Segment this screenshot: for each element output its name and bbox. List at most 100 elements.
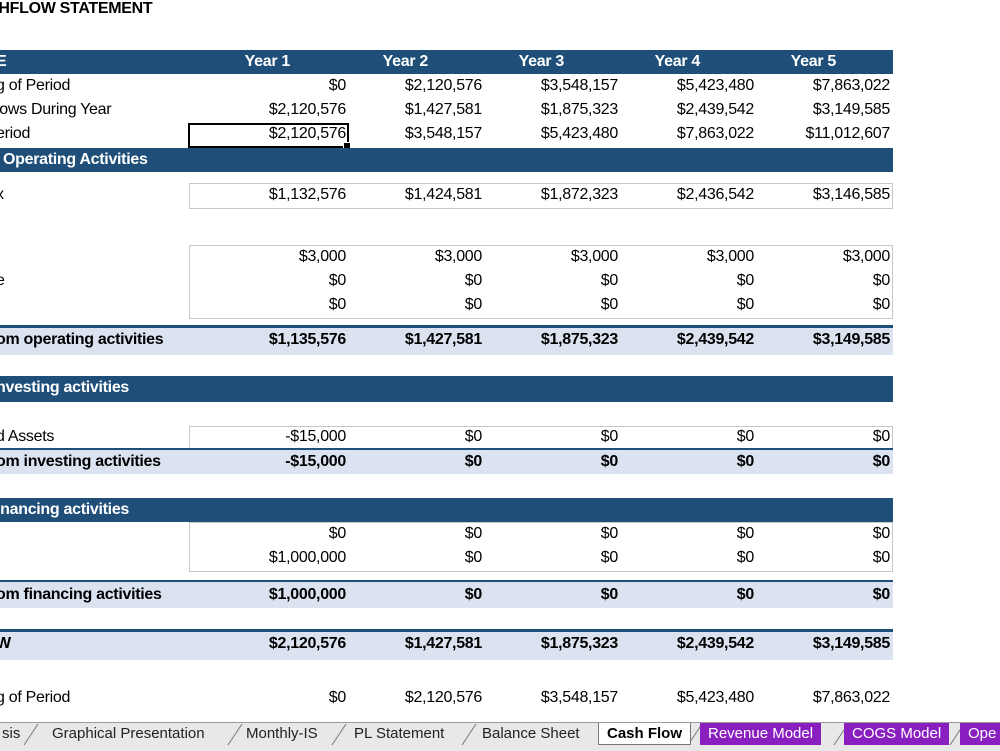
cell[interactable]: $0 xyxy=(600,525,619,542)
cell[interactable]: $7,863,022 xyxy=(676,125,754,142)
cell[interactable]: $1,132,576 xyxy=(268,186,346,203)
tab-graphical-presentation[interactable]: Graphical Presentation xyxy=(52,725,205,742)
year-3-header[interactable]: Year 3 xyxy=(518,53,565,70)
cell[interactable]: $7,863,022 xyxy=(812,77,890,94)
cell[interactable]: $2,120,576 xyxy=(404,77,482,94)
cell[interactable]: $0 xyxy=(464,586,483,603)
cell[interactable]: $0 xyxy=(872,586,891,603)
year-1-header[interactable]: Year 1 xyxy=(244,53,291,70)
tab-revenue-model[interactable]: Revenue Model xyxy=(700,723,822,745)
row-label: W xyxy=(0,635,11,652)
spreadsheet-grid[interactable]: SHFLOW STATEMENT E Year 1 Year 2 Year 3 … xyxy=(0,0,1000,722)
cell[interactable]: $2,120,576 xyxy=(268,635,346,652)
cell[interactable]: $0 xyxy=(736,525,755,542)
cell[interactable]: $3,149,585 xyxy=(812,101,890,118)
cell[interactable]: $0 xyxy=(600,453,619,470)
financing-activities-band: inancing activities xyxy=(0,498,893,522)
year-4-header[interactable]: Year 4 xyxy=(654,53,701,70)
cell[interactable]: $3,548,157 xyxy=(540,77,618,94)
cell[interactable]: $0 xyxy=(736,272,755,289)
tab-cogs-model[interactable]: COGS Model xyxy=(844,723,950,745)
cell[interactable]: $3,000 xyxy=(842,248,890,265)
cell[interactable]: $2,436,542 xyxy=(676,186,754,203)
cell[interactable]: $1,135,576 xyxy=(268,331,346,348)
cell[interactable]: $0 xyxy=(464,272,483,289)
row-label: e xyxy=(0,272,5,289)
cell[interactable]: $3,000 xyxy=(706,248,754,265)
total-row: om financing activities $1,000,000 $0 $0… xyxy=(0,583,1000,607)
cell[interactable]: $0 xyxy=(736,549,755,566)
cell[interactable]: $1,875,323 xyxy=(540,101,618,118)
cell[interactable]: $1,875,323 xyxy=(540,635,618,652)
cell[interactable]: $11,012,607 xyxy=(805,125,891,142)
cell[interactable]: $0 xyxy=(872,296,891,313)
cell[interactable]: $0 xyxy=(328,272,347,289)
tab-cash-flow[interactable]: Cash Flow xyxy=(598,723,692,745)
cell[interactable]: $0 xyxy=(872,549,891,566)
cell[interactable]: $0 xyxy=(328,296,347,313)
cell[interactable]: $3,000 xyxy=(298,248,346,265)
cell[interactable]: $0 xyxy=(872,525,891,542)
cell[interactable]: $1,424,581 xyxy=(404,186,482,203)
cell[interactable]: $0 xyxy=(872,453,891,470)
table-row: d Assets -$15,000 $0 $0 $0 $0 xyxy=(0,425,1000,449)
cell[interactable]: $5,423,480 xyxy=(540,125,618,142)
cell[interactable]: $5,423,480 xyxy=(676,77,754,94)
cell[interactable]: -$15,000 xyxy=(285,428,346,445)
cell[interactable]: $7,863,022 xyxy=(812,689,890,706)
cell[interactable]: $0 xyxy=(872,272,891,289)
cell[interactable]: $0 xyxy=(464,453,483,470)
cell[interactable]: $0 xyxy=(872,428,891,445)
row-label: lows During Year xyxy=(0,101,112,118)
cell[interactable]: $2,439,542 xyxy=(676,101,754,118)
cell[interactable]: $2,439,542 xyxy=(676,635,754,652)
cell[interactable]: $1,427,581 xyxy=(404,101,482,118)
table-row: $0 $0 $0 $0 $0 xyxy=(0,522,1000,546)
cell[interactable]: $0 xyxy=(736,428,755,445)
cell[interactable]: $0 xyxy=(328,77,347,94)
cell[interactable]: $3,000 xyxy=(570,248,618,265)
year-2-header[interactable]: Year 2 xyxy=(382,53,429,70)
cell[interactable]: $0 xyxy=(736,586,755,603)
tab-ope[interactable]: Ope xyxy=(960,723,1000,745)
cell[interactable]: $2,120,576 xyxy=(404,689,482,706)
cell[interactable]: $1,000,000 xyxy=(268,549,346,566)
cell[interactable]: $0 xyxy=(600,296,619,313)
tab-pl-statement[interactable]: PL Statement xyxy=(354,725,445,742)
tab-separators xyxy=(23,723,965,746)
cell[interactable]: $2,439,542 xyxy=(676,331,754,348)
cell[interactable]: $0 xyxy=(464,428,483,445)
cell[interactable]: $0 xyxy=(464,296,483,313)
cell[interactable]: $3,000 xyxy=(434,248,482,265)
cell[interactable]: $0 xyxy=(328,689,347,706)
tab-balance-sheet[interactable]: Balance Sheet xyxy=(482,725,580,742)
table-row: g of Period $0 $2,120,576 $3,548,157 $5,… xyxy=(0,74,1000,98)
cell[interactable]: $3,149,585 xyxy=(812,331,890,348)
cell[interactable]: $0 xyxy=(736,453,755,470)
year-5-header[interactable]: Year 5 xyxy=(790,53,837,70)
cell[interactable]: $2,120,576 xyxy=(268,125,346,142)
cell[interactable]: $0 xyxy=(464,525,483,542)
cell[interactable]: $0 xyxy=(736,296,755,313)
cell[interactable]: $3,548,157 xyxy=(540,689,618,706)
cell[interactable]: $0 xyxy=(600,549,619,566)
cell[interactable]: $3,149,585 xyxy=(812,635,890,652)
cell[interactable]: $5,423,480 xyxy=(676,689,754,706)
cell[interactable]: $1,872,323 xyxy=(540,186,618,203)
cell[interactable]: $3,146,585 xyxy=(812,186,890,203)
tab-monthly-is[interactable]: Monthly-IS xyxy=(246,725,318,742)
cell[interactable]: $0 xyxy=(328,525,347,542)
cell[interactable]: $0 xyxy=(600,586,619,603)
tab-analysis[interactable]: sis xyxy=(2,725,21,742)
cell[interactable]: -$15,000 xyxy=(285,453,346,470)
input-block-box xyxy=(189,522,893,572)
cell[interactable]: $0 xyxy=(600,428,619,445)
cell[interactable]: $3,548,157 xyxy=(404,125,482,142)
cell[interactable]: $0 xyxy=(464,549,483,566)
cell[interactable]: $1,875,323 xyxy=(540,331,618,348)
cell[interactable]: $2,120,576 xyxy=(268,101,346,118)
cell[interactable]: $1,427,581 xyxy=(404,331,482,348)
cell[interactable]: $1,000,000 xyxy=(268,586,346,603)
cell[interactable]: $0 xyxy=(600,272,619,289)
cell[interactable]: $1,427,581 xyxy=(404,635,482,652)
